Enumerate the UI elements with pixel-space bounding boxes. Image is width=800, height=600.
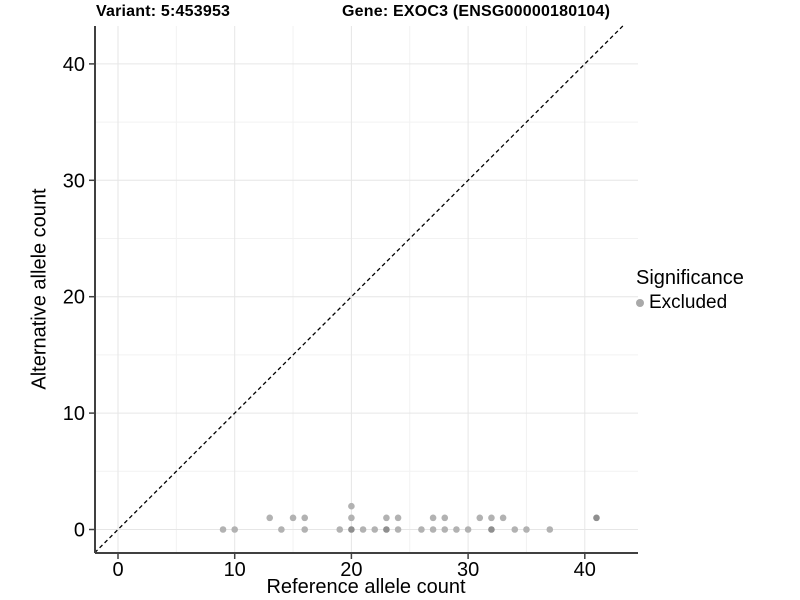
data-point: [441, 514, 449, 522]
plot-title-gene: Gene: EXOC3 (ENSG00000180104): [342, 3, 611, 20]
legend-title: Significance: [636, 267, 744, 289]
data-point: [488, 526, 495, 533]
data-point: [511, 526, 519, 533]
y-tick-label: 40: [63, 54, 85, 76]
data-point: [593, 514, 600, 522]
x-tick-label: 20: [340, 559, 362, 581]
data-point: [219, 526, 227, 533]
data-point: [464, 526, 472, 533]
data-point: [394, 514, 402, 522]
data-point: [383, 514, 390, 522]
data-point: [301, 526, 309, 533]
x-tick-label: 30: [457, 559, 479, 581]
legend-point-icon: [636, 299, 644, 307]
data-point: [371, 526, 379, 533]
y-tick-label: 10: [63, 403, 85, 425]
data-point: [476, 514, 484, 522]
data-point: [418, 526, 425, 533]
legend: Significance Excluded: [636, 266, 744, 314]
data-point: [301, 514, 309, 522]
data-point: [278, 526, 285, 533]
data-point: [348, 502, 355, 510]
data-point: [383, 526, 390, 533]
x-tick-label: 10: [224, 559, 246, 581]
plot-title-variant: Variant: 5:453953: [96, 3, 231, 20]
x-tick-label: 40: [574, 559, 596, 581]
data-point: [348, 514, 355, 522]
x-tick-label: 0: [112, 559, 123, 581]
data-point: [453, 526, 460, 533]
data-point: [441, 526, 449, 533]
y-tick-label: 0: [74, 520, 85, 542]
data-point: [429, 526, 437, 533]
data-point: [359, 526, 367, 533]
legend-item-label: Excluded: [649, 292, 728, 313]
data-point: [336, 526, 344, 533]
data-point: [348, 526, 355, 533]
legend-item-excluded: Excluded: [636, 292, 744, 314]
x-axis-title: Reference allele count: [266, 576, 466, 598]
data-point: [289, 514, 297, 522]
data-point: [266, 514, 274, 522]
data-point: [429, 514, 437, 522]
data-point: [523, 526, 530, 533]
y-tick-label: 20: [63, 287, 85, 309]
y-axis-title: Alternative allele count: [28, 188, 51, 390]
y-tick-label: 30: [63, 170, 85, 192]
data-point: [394, 526, 402, 533]
data-point: [546, 526, 554, 533]
data-point: [231, 526, 238, 533]
data-point: [488, 514, 495, 522]
data-point: [499, 514, 507, 522]
identity-line: [94, 25, 624, 554]
